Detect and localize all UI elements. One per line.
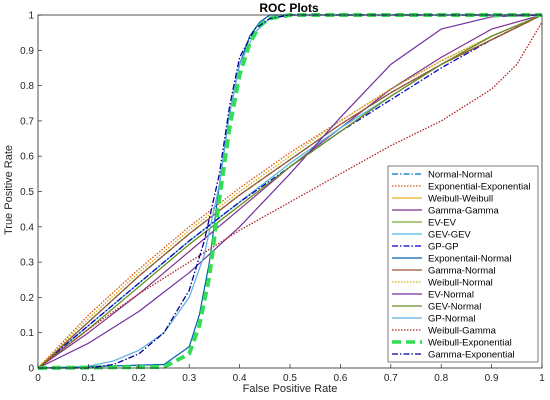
y-axis-label: True Positive Rate	[3, 145, 15, 235]
x-tick-label: 0.4	[233, 373, 247, 384]
x-tick-label: 0.6	[333, 373, 347, 384]
legend-label: Exponentail-Normal	[428, 253, 511, 264]
y-tick-label: 0	[28, 364, 34, 375]
legend-label: Normal-Normal	[428, 169, 492, 180]
x-tick-label: 0.5	[283, 373, 297, 384]
legend-label: GEV-GEV	[428, 229, 471, 240]
series-line-14	[37, 21, 543, 369]
legend-box	[387, 165, 539, 363]
x-tick-label: 0.9	[485, 373, 499, 384]
legend-label: Weibull-Normal	[428, 277, 493, 288]
y-tick-label: 0.5	[20, 187, 34, 198]
x-axis-ticks: 0 0.1 0.2 0.3 0.4 0.5 0.6 0.7 0.8 0.9 1	[35, 364, 545, 384]
series-line-12	[37, 14, 543, 369]
x-tick-label: 0	[35, 373, 41, 384]
x-tick-label: 1	[539, 373, 545, 384]
chart-title: ROC Plots	[259, 1, 319, 15]
x-tick-label: 0.3	[182, 373, 196, 384]
y-tick-label: 0.4	[20, 222, 34, 233]
legend-label: GEV-Normal	[428, 301, 481, 312]
legend-label: GP-GP	[428, 241, 459, 252]
plot-lines	[37, 13, 543, 370]
y-tick-label: 0.1	[20, 328, 34, 339]
y-tick-label: 0.6	[20, 152, 34, 163]
legend-label: EV-Normal	[428, 289, 474, 300]
series-line-9	[37, 14, 543, 369]
legend-label: Exponential-Exponential	[428, 181, 530, 192]
series-line-11	[37, 14, 543, 369]
y-tick-label: 0.8	[20, 81, 34, 92]
x-tick-label: 0.2	[132, 373, 146, 384]
y-tick-label: 0.2	[20, 293, 34, 304]
y-axis-ticks: 0 0.1 0.2 0.3 0.4 0.5 0.6 0.7 0.8 0.9 1	[20, 11, 42, 375]
y-tick-label: 1	[28, 11, 34, 22]
y-tick-label: 0.9	[20, 46, 34, 57]
y-tick-label: 0.3	[20, 258, 34, 269]
legend-label: Weibull-Weibull	[428, 193, 493, 204]
legend-label: Gamma-Normal	[428, 265, 496, 276]
x-tick-label: 0.7	[384, 373, 398, 384]
legend-label: Weibull-Exponential	[428, 337, 512, 348]
series-line-13	[37, 14, 542, 369]
legend-label: Weibull-Gamma	[428, 325, 497, 336]
legend: Normal-NormalExponential-ExponentialWeib…	[387, 165, 539, 363]
x-tick-label: 0.8	[434, 373, 448, 384]
legend-label: Gamma-Exponential	[428, 349, 515, 360]
x-axis-label: False Positive Rate	[243, 383, 338, 395]
legend-label: Gamma-Gamma	[428, 205, 499, 216]
legend-label: GP-Normal	[428, 313, 476, 324]
legend-label: EV-EV	[428, 217, 457, 228]
x-tick-label: 0.1	[81, 373, 95, 384]
y-tick-label: 0.7	[20, 116, 34, 127]
